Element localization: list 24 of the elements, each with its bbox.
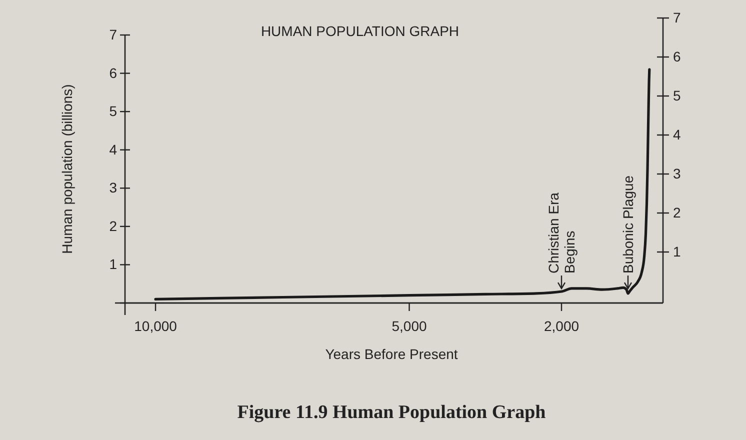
y-tick-label: 5 [109, 103, 118, 120]
y-tick-label: 7 [109, 26, 118, 42]
y2-tick-label: 1 [673, 243, 681, 260]
annotation: Bubonic Plague [620, 175, 636, 274]
y2-tick-label: 7 [673, 9, 681, 26]
y-tick-label: 2 [109, 218, 118, 234]
y-tick-label: 1 [109, 256, 118, 272]
y-tick-label: 4 [109, 141, 118, 158]
line-series [154, 68, 651, 300]
x-axis-title: Years Before Present [325, 346, 458, 362]
caption: Figure 11.9 Human Population Graph [237, 402, 546, 423]
y-tick-label: 6 [109, 64, 118, 81]
y-tick-label: 3 [109, 180, 118, 196]
y2-tick-label: 6 [673, 48, 681, 64]
y2-tick-label: 4 [673, 126, 681, 142]
annotation: Christian Era Begins [545, 192, 578, 274]
y2-tick-label: 5 [673, 87, 681, 104]
x-tick-label: 10,000 [134, 318, 178, 334]
x-tick-label: 5,000 [392, 318, 427, 334]
y-axis-title: Human population (billions) [59, 84, 75, 254]
chart-title: HUMAN POPULATION GRAPH [260, 23, 460, 39]
y2-tick-label: 2 [673, 204, 681, 220]
y2-tick-label: 3 [673, 165, 681, 182]
x-tick-label: 2,000 [544, 318, 580, 334]
